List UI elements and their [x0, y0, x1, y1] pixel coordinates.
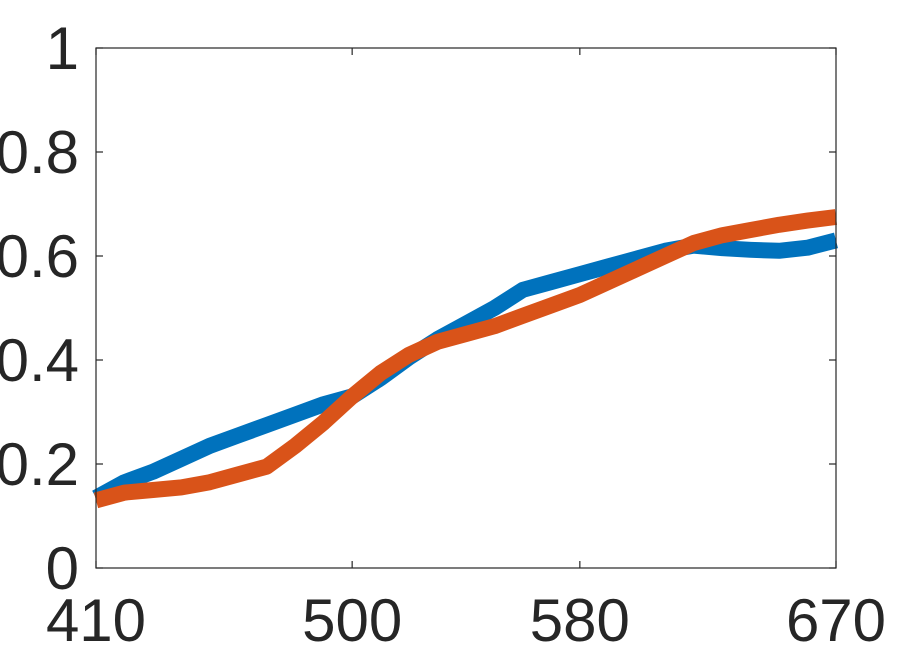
- y-tick-label: 0.6: [0, 223, 79, 290]
- x-tick-label: 580: [530, 587, 630, 647]
- y-tick-label: 0: [46, 535, 79, 602]
- series-line-1: [92, 232, 838, 505]
- y-tick-label: 1: [46, 15, 79, 82]
- x-tick-label: 670: [786, 587, 886, 647]
- y-tick-label: 0.8: [0, 119, 79, 186]
- series-line-2: [93, 209, 838, 509]
- y-tick-label: 0.2: [0, 431, 79, 498]
- series-layer: [92, 209, 838, 509]
- x-tick-label: 500: [302, 587, 402, 647]
- axes-box: [95, 47, 837, 569]
- x-tick-label: 410: [46, 587, 146, 647]
- y-tick-label: 0.4: [0, 327, 79, 394]
- tick-layer: 410 500 580 670 0 0.2 0.4 0.6 0.8 1: [0, 15, 886, 647]
